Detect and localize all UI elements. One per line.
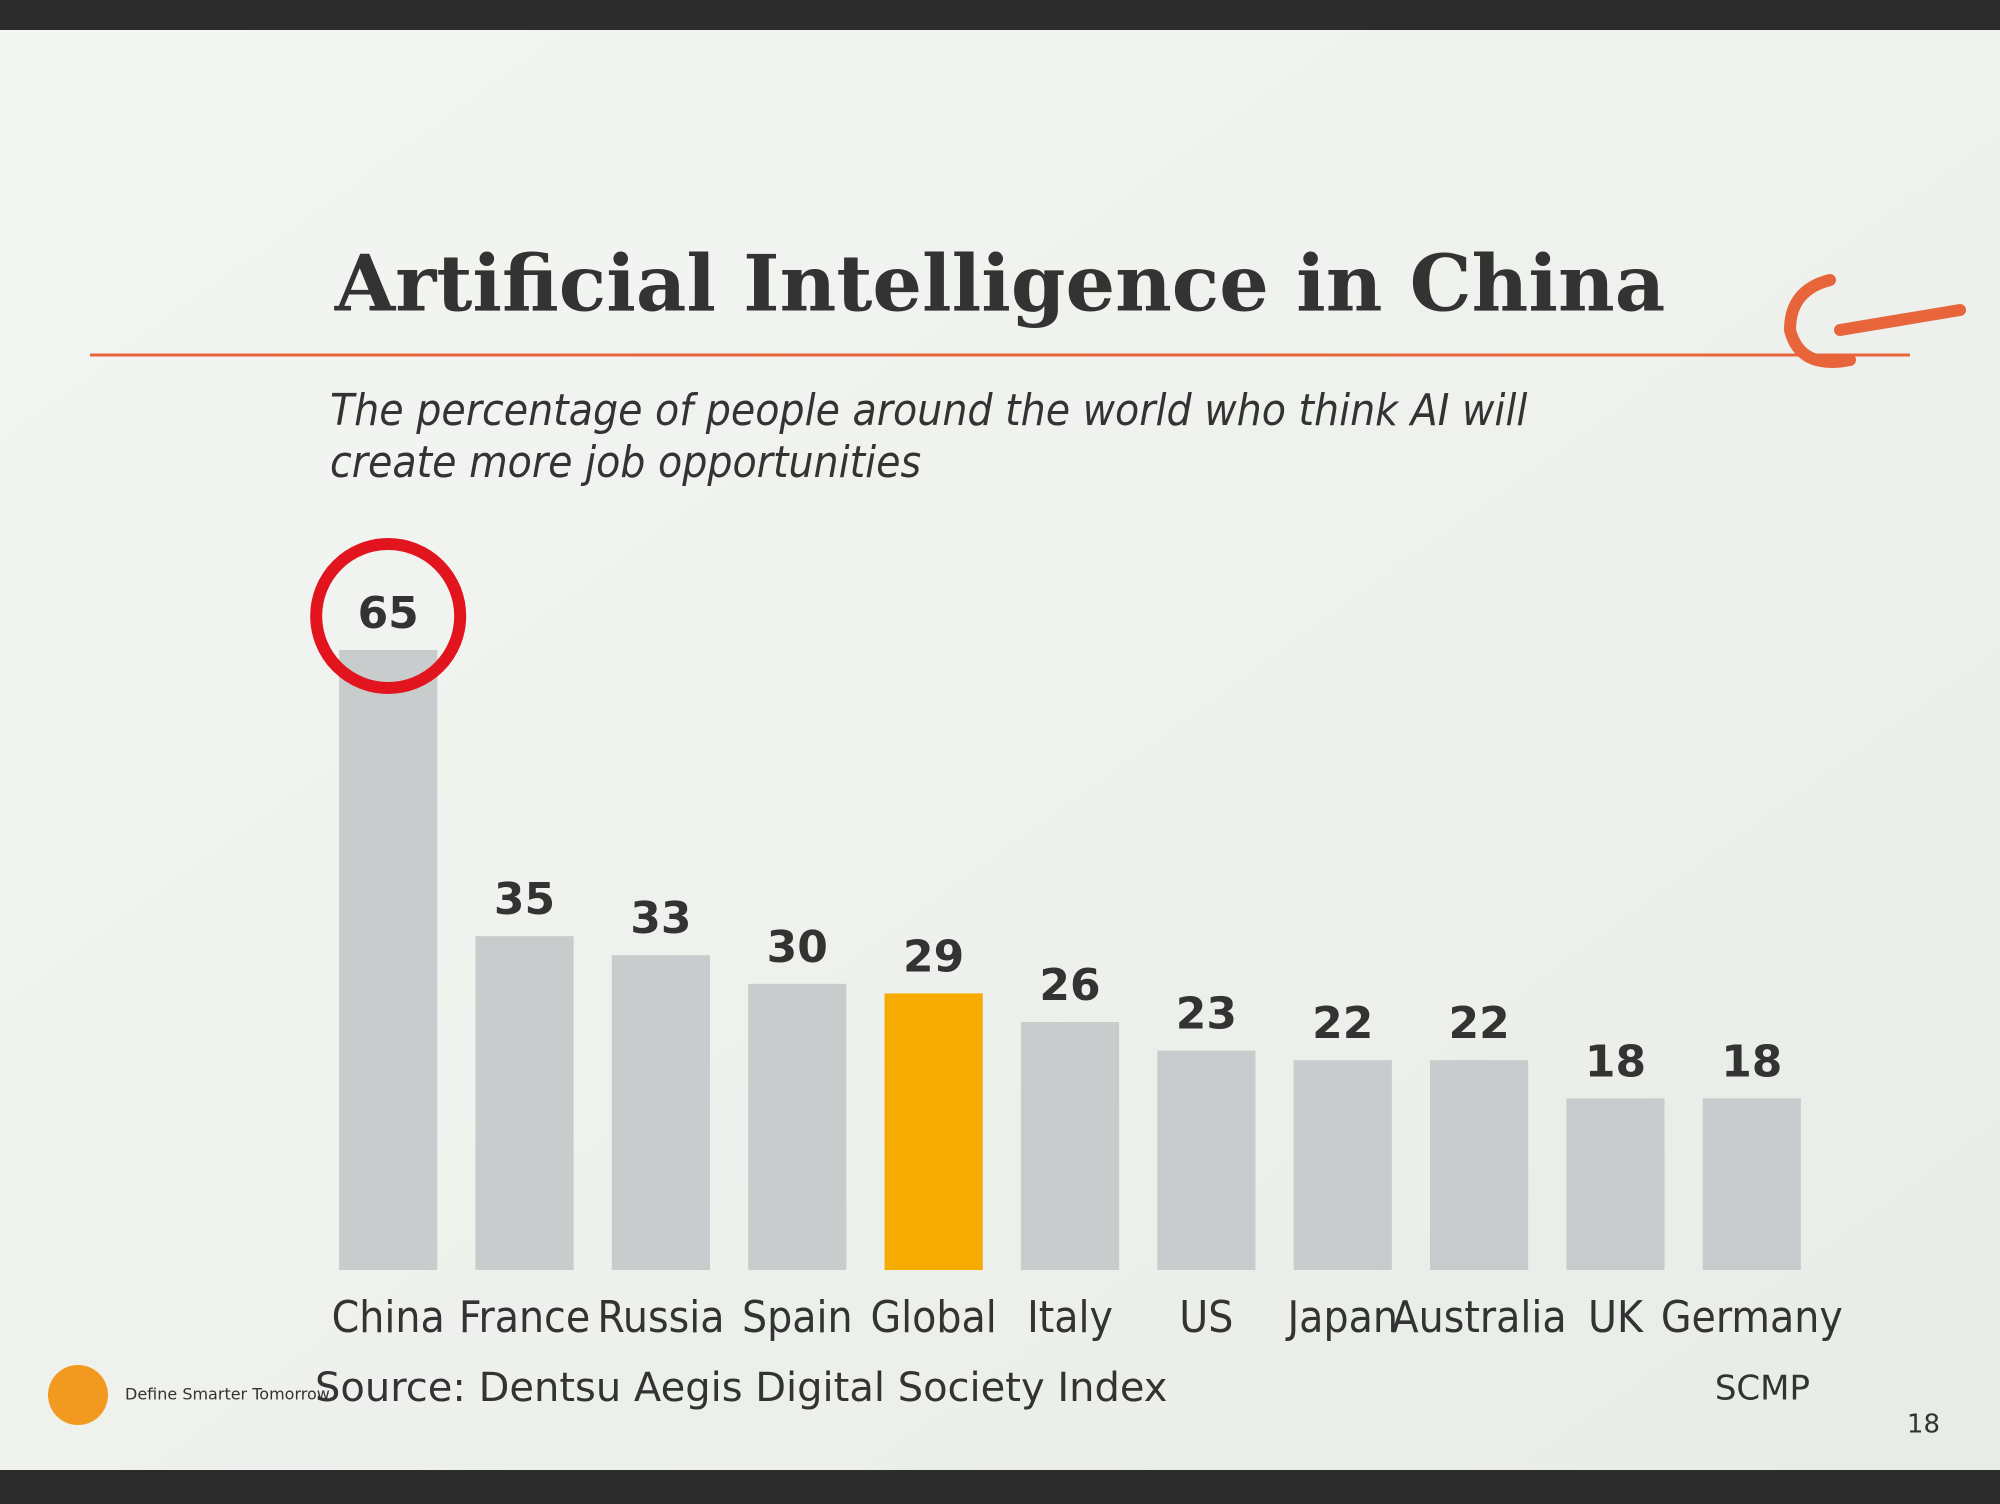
bar [1020, 1022, 1120, 1270]
bar [1157, 1050, 1256, 1270]
value-label: 30 [767, 922, 828, 973]
value-label: 22 [1312, 998, 1373, 1049]
slide [0, 30, 2000, 1470]
credit: SCMP [1715, 1369, 1810, 1409]
x-tick-label: UK [1588, 1292, 1644, 1343]
source: Source: Dentsu Aegis Digital Society Ind… [315, 1365, 1167, 1411]
value-label: 65 [358, 588, 419, 639]
bar [1293, 1060, 1392, 1270]
value-label: 18 [1585, 1036, 1646, 1087]
bar [1566, 1098, 1665, 1270]
x-tick-label: China [332, 1292, 445, 1343]
bar [1702, 1098, 1801, 1270]
x-tick-label: Italy [1027, 1292, 1113, 1343]
value-label: 23 [1176, 989, 1237, 1040]
x-tick-label: Global [870, 1292, 996, 1343]
highlight-circle [310, 538, 467, 694]
chart-title: Artificial Intelligence in China [334, 239, 1666, 330]
x-tick-label: Spain [742, 1292, 853, 1343]
x-tick-label: France [459, 1292, 590, 1343]
x-tick-label: Germany [1661, 1292, 1843, 1343]
brand-icon [48, 1365, 108, 1425]
value-label: 35 [494, 874, 555, 925]
x-tick-label: Japan [1285, 1292, 1398, 1343]
bar [748, 983, 847, 1270]
value-label: 22 [1448, 998, 1509, 1049]
value-label: 26 [1039, 960, 1100, 1011]
x-tick-label: Australia [1392, 1292, 1567, 1343]
logo [1783, 274, 1966, 368]
value-label: 29 [903, 931, 964, 982]
bar [884, 993, 983, 1270]
value-label: 18 [1721, 1036, 1782, 1087]
value-label: 33 [630, 893, 691, 944]
bar [475, 936, 574, 1270]
subtitle-box: The percentage of people around the worl… [330, 385, 1528, 488]
bar [1430, 1060, 1529, 1270]
bar [611, 955, 710, 1270]
brand: Define Smarter Tomorrow. [125, 1385, 333, 1404]
x-tick-label: Russia [597, 1292, 724, 1343]
chart-subtitle: The percentage of people around the worl… [330, 385, 1528, 488]
bar [339, 650, 438, 1270]
page-number: 18 [1907, 1410, 1940, 1440]
x-tick-label: US [1179, 1292, 1233, 1343]
